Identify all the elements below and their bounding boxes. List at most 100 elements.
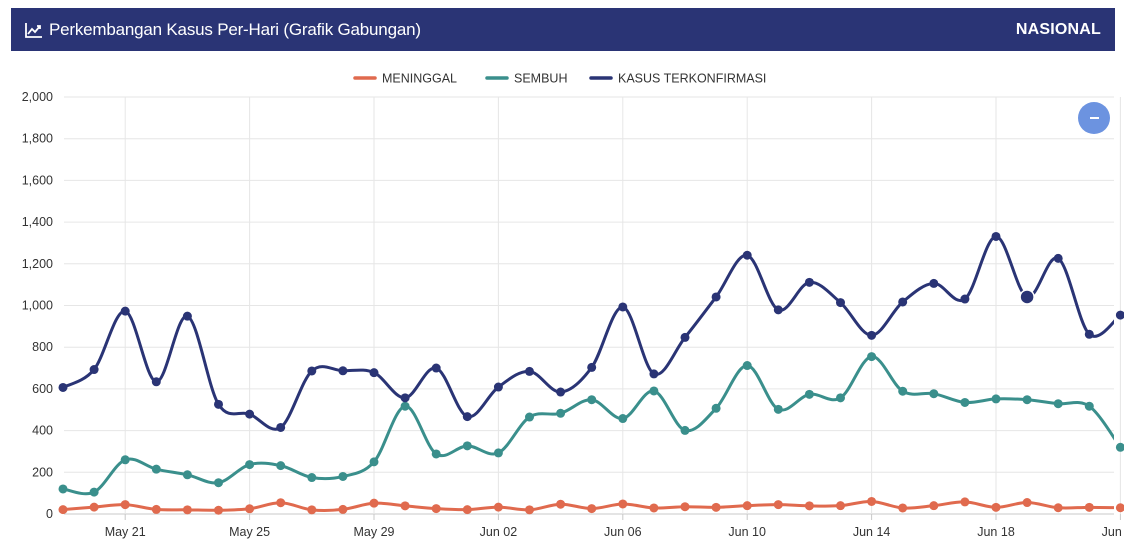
data-point [525,505,534,515]
data-point [960,397,970,407]
x-tick-label: May 29 [354,525,395,539]
data-point [556,387,566,397]
x-tick-label: Jun 14 [853,525,891,539]
data-point [214,505,223,515]
data-point [1115,442,1124,452]
x-tick-label: May 25 [229,525,270,539]
data-point [649,369,659,379]
data-point [369,498,379,508]
data-point [556,499,566,509]
data-point [462,412,472,422]
data-point [1084,401,1094,411]
data-point [338,504,348,514]
data-point [898,386,908,396]
x-tick-label: Jun 06 [604,525,642,539]
data-point [618,499,628,509]
data-point [1084,502,1094,512]
data-point [245,504,255,514]
data-point [245,460,255,470]
data-point [711,292,721,302]
legend-label: MENINGGAL [382,72,457,86]
data-point [1022,395,1032,405]
data-point [711,502,721,512]
data-point [1053,503,1063,513]
series-line-sembuh [64,355,1114,496]
y-tick-label: 200 [32,465,53,479]
data-point [151,464,161,474]
data-point [214,399,223,409]
y-tick-label: 400 [32,424,53,438]
y-tick-label: 1,400 [22,215,53,229]
data-point [711,403,721,413]
data-point [773,500,783,510]
title-wrap: Perkembangan Kasus Per-Hari (Grafik Gabu… [25,20,421,40]
data-point [587,504,597,514]
data-point [214,478,223,488]
data-point [462,505,472,515]
data-point [182,505,192,515]
y-tick-label: 0 [46,507,53,521]
y-tick-label: 800 [32,340,53,354]
data-point [742,361,752,371]
data-point [929,278,939,288]
legend-label: SEMBUH [514,72,567,86]
data-point [991,394,1001,404]
data-point [867,352,877,362]
x-tick-label: Jun 18 [977,525,1015,539]
data-point [120,306,130,316]
data-point [58,382,68,392]
data-point [1084,329,1094,339]
data-point [276,422,286,432]
data-point [649,386,659,396]
data-point [120,455,130,465]
y-tick-label: 1,600 [22,173,53,187]
data-point [680,502,690,512]
data-point [773,404,783,414]
region-label: NASIONAL [1015,20,1101,38]
data-point [182,311,192,321]
data-point [1019,289,1035,305]
data-point [991,231,1001,241]
data-point [587,395,597,405]
data-point [400,393,410,403]
page-title: Perkembangan Kasus Per-Hari (Grafik Gabu… [49,19,421,39]
data-point [836,501,845,511]
y-tick-label: 600 [32,382,53,396]
data-point [89,487,99,497]
data-point [960,497,970,507]
data-point [525,412,534,422]
legend-label: KASUS TERKONFIRMASI [618,72,766,86]
data-point [680,425,690,435]
data-point [338,471,348,481]
data-point [493,382,503,392]
data-point [120,500,130,510]
data-point [338,366,348,376]
data-point [151,504,161,514]
zoom-out-button[interactable] [1078,102,1110,134]
minus-icon [1089,117,1099,119]
data-point [618,302,628,312]
y-tick-label: 1,000 [22,299,53,313]
data-point [804,389,814,399]
x-tick-label: May 21 [105,525,146,539]
data-point [618,414,628,424]
data-point [400,401,410,411]
data-point [867,496,877,506]
data-point [742,250,752,260]
data-point [58,505,68,515]
data-point [804,501,814,511]
data-point [1115,310,1124,320]
data-point [431,449,441,459]
data-point [431,504,441,514]
data-point [89,365,99,375]
data-point [431,363,441,373]
data-point [493,448,503,458]
data-point [960,294,970,304]
data-point [836,393,845,403]
data-point [369,368,379,378]
data-point [929,389,939,399]
data-point [525,366,534,376]
x-tick-label: Jun 10 [728,525,766,539]
data-point [867,330,877,340]
